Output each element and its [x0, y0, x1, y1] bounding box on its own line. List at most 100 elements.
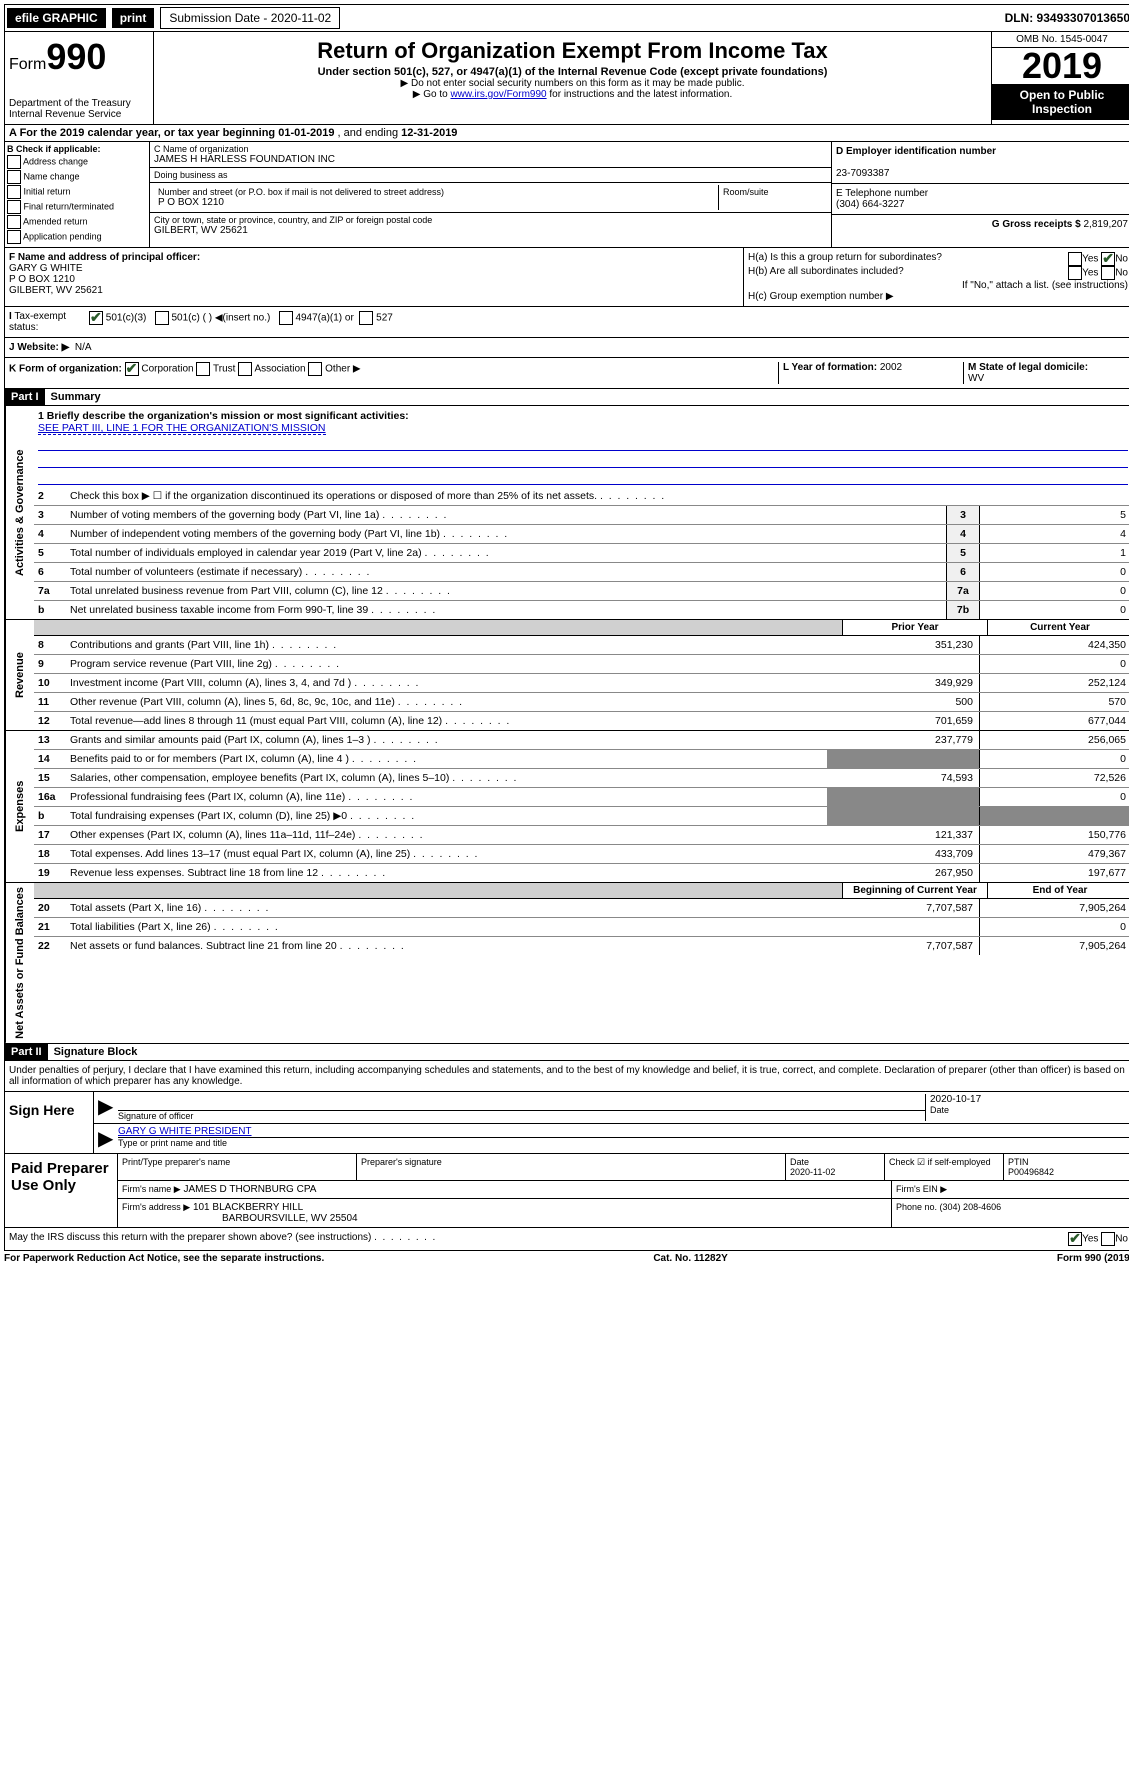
opt-other: Other ▶: [325, 364, 360, 375]
print-button[interactable]: print: [112, 8, 155, 28]
gov-line-b: bNet unrelated business taxable income f…: [34, 601, 1129, 619]
row-a-mid: , and ending: [334, 127, 401, 139]
line-20: 20Total assets (Part X, line 16)7,707,58…: [34, 899, 1129, 918]
firm-phone-label: Phone no.: [896, 1202, 940, 1212]
footer-pra: For Paperwork Reduction Act Notice, see …: [4, 1253, 324, 1264]
room-label: Room/suite: [719, 185, 827, 210]
section-f-h: F Name and address of principal officer:…: [4, 248, 1129, 307]
year-formation: 2002: [880, 362, 902, 373]
gov-line-7a: 7aTotal unrelated business revenue from …: [34, 582, 1129, 601]
h-b-label: H(b) Are all subordinates included?: [748, 266, 904, 280]
gov-line-5: 5Total number of individuals employed in…: [34, 544, 1129, 563]
officer-addr1: P O BOX 1210: [9, 274, 75, 285]
gov-line-3: 3Number of voting members of the governi…: [34, 506, 1129, 525]
vlabel-governance: Activities & Governance: [5, 406, 34, 619]
page-footer: For Paperwork Reduction Act Notice, see …: [4, 1251, 1129, 1266]
col-current-year: Current Year: [987, 620, 1129, 635]
opt-assoc: Association: [254, 364, 305, 375]
m-label: M State of legal domicile:: [968, 362, 1088, 373]
open-public-1: Open to Public: [996, 88, 1128, 102]
line-10: 10Investment income (Part VIII, column (…: [34, 674, 1129, 693]
discuss-answer: Yes No: [1068, 1232, 1128, 1246]
sign-arrow-2: ▶: [98, 1126, 118, 1151]
cb-label-5: Application pending: [23, 231, 102, 241]
instructions-link[interactable]: www.irs.gov/Form990: [450, 89, 546, 100]
officer-addr2: GILBERT, WV 25621: [9, 285, 103, 296]
firm-addr2: BARBOURSVILLE, WV 25504: [222, 1213, 358, 1224]
printed-name-label: Type or print name and title: [118, 1138, 1129, 1148]
cb-address-change[interactable]: Address change: [7, 155, 147, 169]
cb-initial-return[interactable]: Initial return: [7, 185, 147, 199]
cb-amended[interactable]: Amended return: [7, 215, 147, 229]
website-value: N/A: [75, 342, 92, 353]
part-2-title: Signature Block: [48, 1044, 144, 1060]
opt-501c: 501(c) ( ) ◀(insert no.): [171, 313, 270, 324]
opt-501c3: 501(c)(3): [106, 313, 147, 324]
firm-addr-label: Firm's address ▶: [122, 1202, 190, 1212]
col-c-org-info: C Name of organization JAMES H HARLESS F…: [150, 142, 831, 247]
cb-corporation[interactable]: [125, 362, 139, 376]
cb-label-2: Initial return: [24, 186, 71, 196]
addr-label: Number and street (or P.O. box if mail i…: [158, 187, 714, 197]
firm-ein-label: Firm's EIN ▶: [892, 1181, 1129, 1198]
officer-sig-label: Signature of officer: [118, 1111, 925, 1121]
form-header: Form990 Department of the Treasury Inter…: [4, 32, 1129, 125]
cb-501c3[interactable]: [89, 311, 103, 325]
phone-value: (304) 664-3227: [836, 199, 904, 210]
form-prefix: Form: [9, 56, 46, 73]
ptin-value: P00496842: [1008, 1167, 1054, 1177]
opt-4947: 4947(a)(1) or: [295, 313, 353, 324]
officer-name: GARY G WHITE: [9, 263, 83, 274]
form-title: Return of Organization Exempt From Incom…: [158, 38, 987, 64]
efile-button[interactable]: efile GRAPHIC: [7, 8, 106, 28]
firm-phone: (304) 208-4606: [940, 1202, 1002, 1212]
k-label: K Form of organization:: [9, 364, 122, 375]
cb-501c[interactable]: [155, 311, 169, 325]
cb-label-4: Amended return: [23, 216, 88, 226]
line-12: 12Total revenue—add lines 8 through 11 (…: [34, 712, 1129, 730]
signature-block: Sign Here ▶ Signature of officer 2020-10…: [4, 1092, 1129, 1154]
state-domicile: WV: [968, 373, 984, 384]
firm-name-label: Firm's name ▶: [122, 1184, 181, 1194]
revenue-section: Revenue Prior Year Current Year 8Contrib…: [4, 620, 1129, 731]
line-16a: 16aProfessional fundraising fees (Part I…: [34, 788, 1129, 807]
prep-date-label: Date: [790, 1157, 809, 1167]
cb-name-change[interactable]: Name change: [7, 170, 147, 184]
vlabel-revenue: Revenue: [5, 620, 34, 730]
part-1-header: Part I Summary: [4, 389, 1129, 406]
h-b-answer: Yes No: [1068, 266, 1128, 280]
line-21: 21Total liabilities (Part X, line 26)0: [34, 918, 1129, 937]
footer-form: Form 990 (2019): [1057, 1253, 1129, 1264]
mission-text[interactable]: SEE PART III, LINE 1 FOR THE ORGANIZATIO…: [38, 422, 326, 435]
goto-post: for instructions and the latest informat…: [547, 89, 733, 100]
perjury-statement: Under penalties of perjury, I declare th…: [4, 1061, 1129, 1092]
cb-4947[interactable]: [279, 311, 293, 325]
firm-addr1: 101 BLACKBERRY HILL: [193, 1202, 303, 1213]
vlabel-net-assets: Net Assets or Fund Balances: [5, 883, 34, 1043]
dba-label: Doing business as: [154, 170, 827, 180]
col-begin-year: Beginning of Current Year: [842, 883, 987, 898]
goto-pre: ▶ Go to: [413, 89, 451, 100]
cb-trust[interactable]: [196, 362, 210, 376]
part-2-badge: Part II: [5, 1044, 48, 1060]
line-b: bTotal fundraising expenses (Part IX, co…: [34, 807, 1129, 826]
revenue-col-headers: Prior Year Current Year: [34, 620, 1129, 636]
footer-cat: Cat. No. 11282Y: [653, 1253, 727, 1264]
form-990-number: 990: [46, 36, 106, 77]
cb-other[interactable]: [308, 362, 322, 376]
cb-527[interactable]: [359, 311, 373, 325]
cb-final-return[interactable]: Final return/terminated: [7, 200, 147, 214]
part-1-badge: Part I: [5, 389, 45, 405]
line-11: 11Other revenue (Part VIII, column (A), …: [34, 693, 1129, 712]
submission-date: Submission Date - 2020-11-02: [160, 7, 340, 29]
officer-label: F Name and address of principal officer:: [9, 252, 200, 263]
org-city: GILBERT, WV 25621: [154, 225, 827, 236]
line-19: 19Revenue less expenses. Subtract line 1…: [34, 864, 1129, 882]
activities-governance-section: Activities & Governance 1 Briefly descri…: [4, 406, 1129, 620]
row-i-tax-exempt: I Tax-exempt status: 501(c)(3) 501(c) ( …: [4, 307, 1129, 338]
part-2-header: Part II Signature Block: [4, 1044, 1129, 1061]
cb-association[interactable]: [238, 362, 252, 376]
officer-signature-line[interactable]: [118, 1094, 925, 1111]
cb-app-pending[interactable]: Application pending: [7, 230, 147, 244]
mission-blank-1: [38, 436, 1128, 451]
